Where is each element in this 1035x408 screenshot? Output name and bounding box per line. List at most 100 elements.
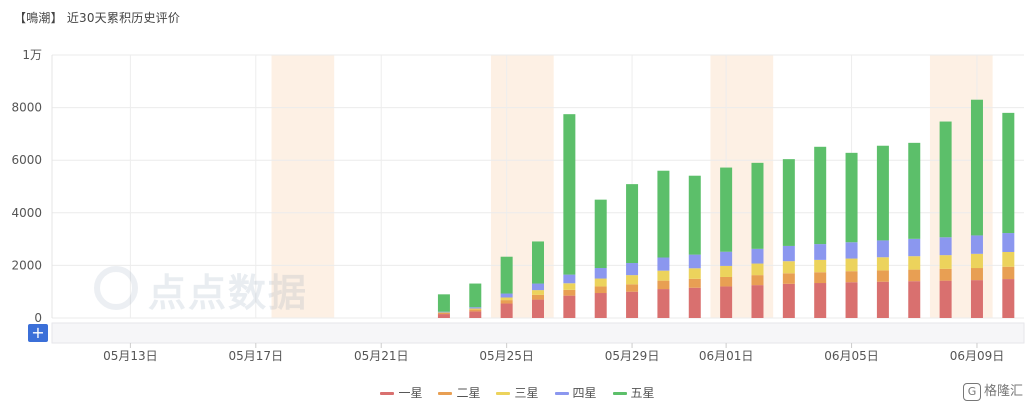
bar-二星-15 [532, 294, 544, 300]
bar-二星-17 [594, 286, 607, 294]
bar-二星-30 [1002, 266, 1015, 280]
bar-三星-17 [594, 278, 607, 287]
bar-四星-26 [876, 240, 889, 258]
bar-三星-29 [970, 253, 983, 269]
bar-一星-27 [908, 281, 921, 318]
bar-五星-17 [594, 199, 607, 269]
bar-四星-29 [970, 235, 983, 254]
bar-三星-15 [532, 290, 544, 295]
bar-四星-30 [1002, 233, 1015, 252]
bar-五星-16 [563, 114, 576, 275]
bar-一星-14 [500, 303, 513, 318]
bar-五星-12 [437, 294, 450, 312]
bar-一星-12 [437, 314, 450, 318]
bar-三星-13 [469, 308, 482, 310]
legend-label: 三星 [514, 386, 539, 400]
legend-item-0[interactable]: 一星 [380, 384, 422, 401]
bar-五星-25 [845, 152, 858, 243]
y-tick-label-5: 1万 [22, 48, 42, 62]
y-tick-label-4: 8000 [11, 101, 42, 115]
x-tick-label-7: 06月09日 [950, 349, 1005, 363]
bar-四星-17 [594, 268, 607, 279]
bar-二星-18 [626, 284, 639, 292]
bar-三星-18 [626, 275, 639, 285]
bar-一星-23 [782, 283, 795, 318]
x-tick-label-1: 05月17日 [229, 349, 284, 363]
bar-三星-21 [720, 265, 733, 277]
bar-三星-16 [563, 283, 576, 290]
chart-title: 【鳴潮】 近30天累积历史评价 [14, 11, 181, 25]
bar-二星-13 [469, 309, 482, 312]
bar-二星-24 [814, 272, 827, 284]
x-tick-label-3: 05月25日 [479, 349, 534, 363]
x-tick-label-5: 06月01日 [699, 349, 754, 363]
bar-四星-19 [657, 257, 670, 271]
legend-swatch-icon [554, 392, 569, 395]
legend-swatch-icon [438, 392, 453, 395]
g-logo-icon: G [962, 383, 981, 401]
watermark-text: 点点数据 [148, 271, 309, 315]
bar-三星-14 [500, 297, 513, 301]
bar-三星-20 [688, 268, 701, 279]
bar-三星-28 [939, 255, 952, 269]
bar-一星-16 [563, 295, 576, 318]
bar-五星-23 [782, 159, 795, 246]
bar-五星-30 [1002, 112, 1015, 234]
bar-二星-26 [876, 270, 889, 282]
bar-五星-14 [500, 256, 513, 294]
y-tick-label-0: 0 [34, 311, 42, 325]
bar-五星-28 [939, 121, 952, 238]
y-tick-label-1: 2000 [11, 258, 42, 272]
bar-五星-13 [469, 283, 482, 308]
bar-二星-20 [688, 278, 701, 288]
bar-五星-26 [876, 145, 889, 241]
weekend-band-2 [710, 55, 774, 318]
bar-四星-28 [939, 237, 952, 256]
bar-四星-14 [500, 293, 513, 298]
legend-label: 一星 [398, 386, 423, 400]
bar-四星-13 [469, 307, 482, 309]
legend-item-1[interactable]: 二星 [438, 384, 480, 401]
bar-三星-23 [782, 261, 795, 274]
legend-item-4[interactable]: 五星 [612, 384, 655, 401]
bar-二星-22 [751, 275, 764, 286]
data-zoom-track [51, 322, 1025, 344]
legend-item-3[interactable]: 四星 [554, 384, 597, 401]
legend-label: 五星 [630, 386, 655, 400]
bar-三星-22 [751, 263, 764, 276]
bar-二星-28 [939, 268, 952, 281]
bar-一星-15 [532, 299, 544, 318]
bar-二星-25 [845, 271, 858, 283]
bar-一星-30 [1002, 279, 1015, 318]
bar-三星-25 [845, 258, 858, 272]
zoom-expand-button[interactable]: + [28, 324, 48, 342]
bar-二星-23 [782, 273, 795, 284]
y-tick-label-2: 4000 [11, 206, 42, 220]
bar-一星-22 [751, 285, 764, 318]
bar-四星-18 [626, 263, 639, 276]
bar-四星-23 [782, 245, 795, 262]
bar-五星-24 [814, 146, 827, 245]
corner-logo-text: 格隆汇 [983, 384, 1023, 399]
bar-四星-20 [688, 254, 701, 269]
bar-三星-26 [876, 257, 889, 271]
bar-五星-18 [626, 184, 639, 264]
bar-四星-21 [720, 251, 733, 266]
bar-二星-14 [500, 300, 513, 304]
stacked-bar-chart: 0 2000 4000 6000 8000 1万 05月13日 05月17日 05月21日 05月… [11, 48, 1025, 363]
bar-一星-25 [845, 282, 858, 318]
bar-四星-22 [751, 248, 764, 264]
bar-五星-22 [751, 162, 764, 249]
bar-一星-28 [939, 280, 952, 318]
legend-swatch-icon [496, 392, 511, 395]
bar-五星-20 [688, 175, 701, 255]
bar-二星-21 [720, 276, 733, 287]
bar-四星-24 [814, 244, 827, 260]
legend-item-2[interactable]: 三星 [496, 384, 539, 401]
bar-一星-21 [720, 286, 733, 318]
legend-swatch-icon [380, 392, 395, 395]
bar-三星-27 [908, 256, 921, 270]
bar-二星-19 [657, 280, 670, 290]
bar-五星-19 [657, 170, 670, 258]
bar-五星-29 [970, 99, 983, 236]
